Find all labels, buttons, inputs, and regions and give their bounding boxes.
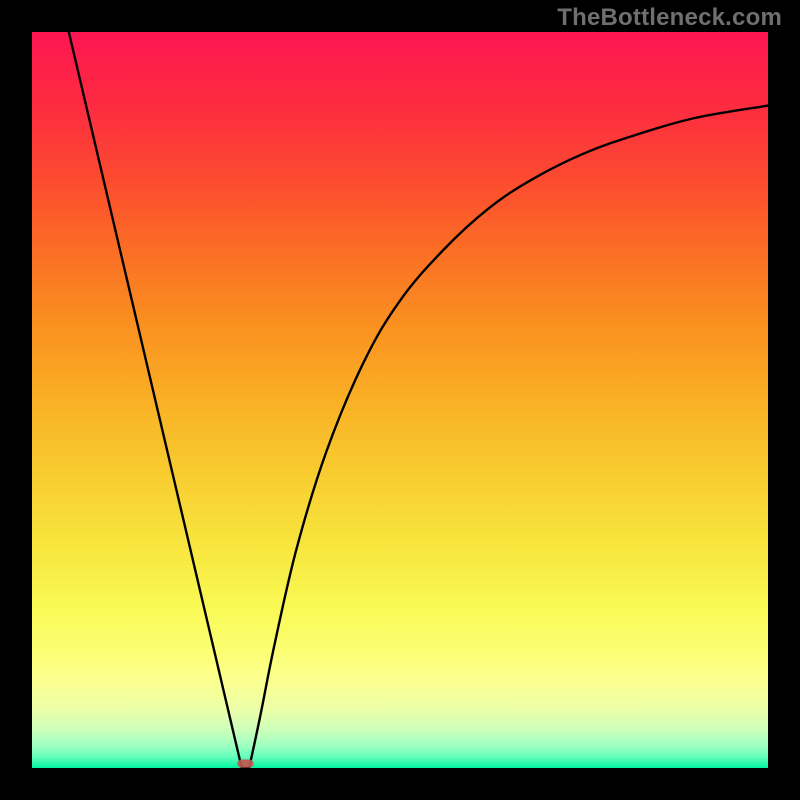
watermark-text: TheBottleneck.com — [557, 4, 782, 32]
minimum-marker — [237, 760, 253, 768]
gradient-background — [32, 32, 768, 768]
plot-svg — [32, 32, 768, 768]
plot-area — [32, 32, 768, 768]
chart-container: TheBottleneck.com — [0, 0, 800, 800]
